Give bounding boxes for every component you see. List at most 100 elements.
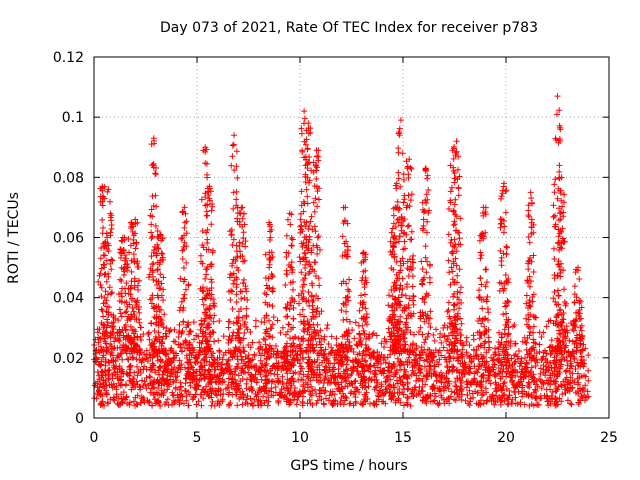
data-point [347, 380, 354, 387]
data-point [401, 245, 408, 252]
data-point [358, 277, 365, 284]
data-point [313, 308, 320, 315]
data-point [202, 329, 209, 336]
data-point [582, 382, 589, 389]
data-point [450, 355, 457, 362]
data-point [530, 323, 537, 330]
data-point [171, 400, 178, 407]
data-point [406, 295, 413, 302]
data-point [313, 390, 320, 397]
data-point [446, 269, 453, 276]
data-point [318, 347, 325, 354]
data-point [556, 263, 563, 270]
data-point [480, 212, 487, 219]
data-point [527, 325, 534, 332]
data-point [399, 222, 406, 229]
data-point [451, 348, 458, 355]
data-point [263, 355, 270, 362]
data-point [432, 393, 439, 400]
data-point [103, 387, 110, 394]
data-point [217, 387, 224, 394]
data-point [190, 366, 197, 373]
data-point [117, 310, 124, 317]
data-point [236, 209, 243, 216]
data-point [365, 383, 372, 390]
data-point [107, 330, 114, 337]
data-point [242, 319, 249, 326]
data-point [555, 293, 562, 300]
data-point [303, 136, 310, 143]
data-point [324, 322, 331, 329]
data-point [343, 280, 350, 287]
data-point [455, 153, 462, 160]
data-point [452, 378, 459, 385]
data-point [441, 333, 448, 340]
data-point [362, 341, 369, 348]
data-point [114, 354, 121, 361]
data-point [435, 349, 442, 356]
data-point [395, 175, 402, 182]
data-point [316, 338, 323, 345]
data-point [344, 246, 351, 253]
data-point [233, 380, 240, 387]
data-point [307, 391, 314, 398]
data-point [454, 390, 461, 397]
data-point [443, 370, 450, 377]
data-point [299, 255, 306, 262]
data-point [455, 184, 462, 191]
data-point [500, 366, 507, 373]
data-point [161, 362, 168, 369]
data-point [457, 241, 464, 248]
data-point [409, 364, 416, 371]
data-point [151, 304, 158, 311]
data-point [304, 200, 311, 207]
data-point [302, 171, 309, 178]
data-point [470, 336, 477, 343]
data-point [132, 216, 139, 223]
data-point [438, 378, 445, 385]
data-point [482, 338, 489, 345]
data-point [492, 379, 499, 386]
data-point [447, 315, 454, 322]
data-point [227, 296, 234, 303]
data-point [114, 368, 121, 375]
data-point [310, 329, 317, 336]
data-point [244, 296, 251, 303]
data-point [153, 333, 160, 340]
data-point [321, 376, 328, 383]
data-point [346, 288, 353, 295]
data-point [317, 371, 324, 378]
data-point [240, 229, 247, 236]
data-point [403, 374, 410, 381]
data-point [410, 252, 417, 259]
data-point [391, 313, 398, 320]
data-point [178, 235, 185, 242]
data-point [233, 188, 240, 195]
data-point [179, 247, 186, 254]
data-point [119, 368, 126, 375]
data-point [343, 344, 350, 351]
data-point [374, 348, 381, 355]
data-point [479, 354, 486, 361]
data-point [525, 316, 532, 323]
data-point [175, 394, 182, 401]
data-point [421, 363, 428, 370]
data-point [476, 315, 483, 322]
data-point [291, 393, 298, 400]
data-point [303, 156, 310, 163]
data-point [528, 348, 535, 355]
data-point [201, 375, 208, 382]
data-point [134, 392, 141, 399]
data-point [504, 396, 511, 403]
data-point [361, 367, 368, 374]
data-point [196, 376, 203, 383]
data-point [155, 235, 162, 242]
data-point [538, 334, 545, 341]
data-point [551, 357, 558, 364]
data-point [335, 359, 342, 366]
data-point [377, 360, 384, 367]
data-point [451, 279, 458, 286]
data-point [344, 293, 351, 300]
data-point [99, 401, 106, 408]
